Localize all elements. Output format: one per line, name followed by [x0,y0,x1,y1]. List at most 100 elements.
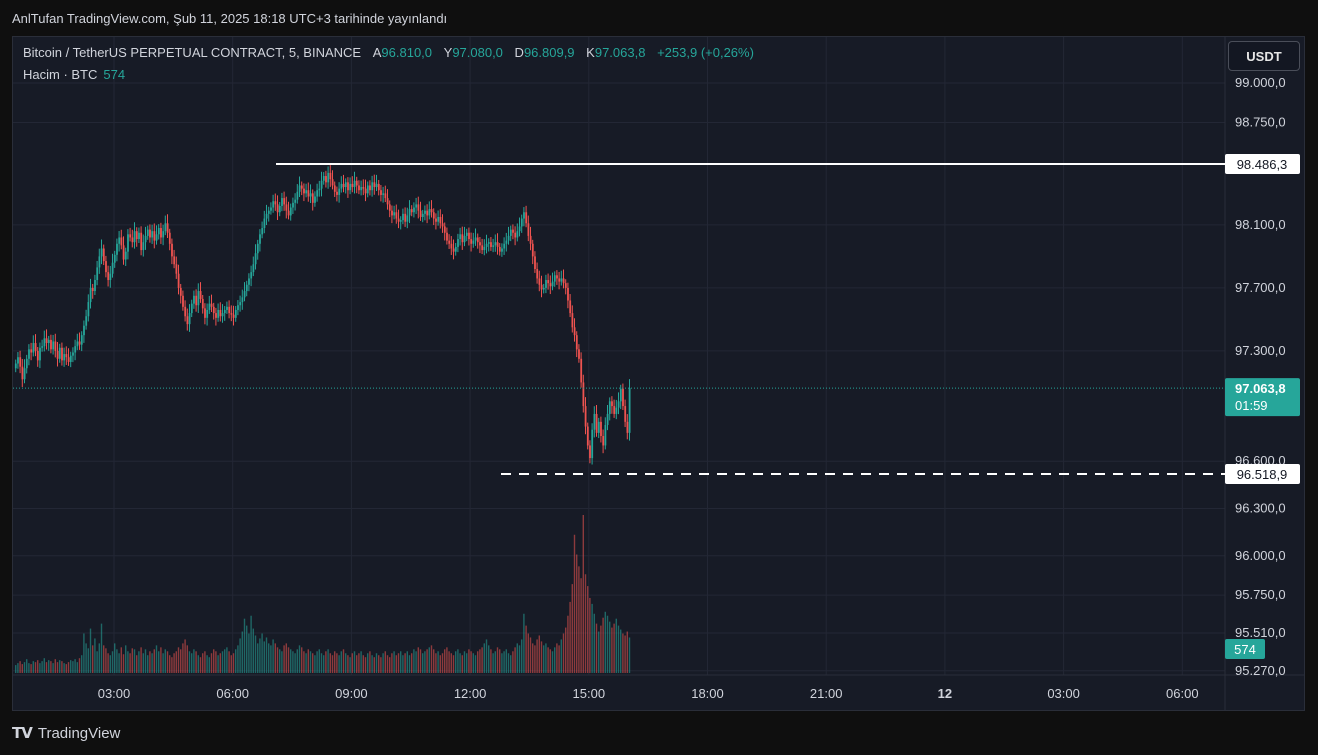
candle-body [424,210,426,214]
resistance-label-box [1225,154,1300,174]
candle-body [534,256,536,269]
candle-body [58,347,61,359]
candle-body [61,347,63,361]
volume-bar [587,586,589,673]
volume-bar [551,651,554,673]
candle-body [463,235,466,243]
volume-bar [560,639,562,673]
candle-body [573,327,576,336]
chart-panel[interactable]: 99.000,0 98.750,0 98.100,0 97.700,0 97.300,0… [12,36,1305,711]
candle-body [479,242,481,246]
candle-body [320,180,323,189]
candle-body [487,242,490,244]
volume-bar [463,651,466,673]
candle-body [124,251,127,260]
candle-body [417,204,420,211]
candle-body [483,246,486,251]
volume-bar [428,647,430,673]
candle-body [336,191,338,195]
volume-bar [578,566,580,673]
volume-bar [521,639,523,673]
volume-bar [50,661,52,673]
volume-bar [512,651,514,673]
candle-body [369,185,371,191]
candle-body [626,421,629,433]
volume-bar [558,645,560,673]
volume-bar [496,647,499,673]
candle-body [331,179,334,186]
candle-body [437,216,440,222]
volume-bar [17,663,19,673]
candle-body [184,306,187,317]
volume-bar [345,653,347,673]
volume-bar [138,651,140,673]
candle-body [485,243,488,247]
symbol-title[interactable]: Bitcoin / TetherUS PERPETUAL CONTRACT, 5… [23,45,362,60]
candle-body [564,283,567,288]
candle-body [575,335,578,350]
candle-body [536,268,539,279]
volume-bar [529,637,532,673]
candle-body [595,413,598,433]
candle-body [212,306,215,314]
volume-label[interactable]: Hacim · BTC [23,67,98,82]
current-volume-box [1225,639,1265,659]
volume-bar [380,657,382,673]
candle-body [426,210,429,216]
candle-body [248,278,250,285]
volume-bar [444,649,446,673]
volume-bar [39,663,41,673]
volume-bar [118,653,120,673]
candle-body [30,349,33,353]
candle-body [254,253,257,265]
volume-bar [367,653,369,673]
candle-body [243,291,246,298]
volume-bar [386,655,389,673]
candle-body [582,382,585,407]
candle-body [287,210,290,216]
resistance-label: 98.486,3 [1237,157,1288,172]
candle-body [142,242,145,251]
support-label-box [1225,464,1300,484]
candle-body [96,267,99,281]
candle-body [452,248,455,252]
candle-body [259,234,261,244]
volume-bar [567,615,569,673]
candle-body [237,305,239,310]
candle-body [219,309,222,317]
high-value: 97.080,0 [452,45,503,60]
candle-body [179,287,182,296]
volume-bar [202,653,204,673]
volume-bar [158,651,160,673]
volume-bar [37,660,39,673]
candle-body [67,357,70,362]
tradingview-logo-icon: 𝗧𝗩 [12,725,33,742]
volume-bar [595,623,598,673]
candle-body [318,188,321,191]
volume-bar [580,578,582,673]
candle-body [358,185,360,191]
volume-bar [127,651,129,673]
candle-body [509,229,512,236]
volume-bar [162,653,164,673]
candle-body [432,212,435,219]
volume-bar [59,660,61,673]
candle-body [393,212,396,216]
volume-bar [296,649,298,673]
volume-bar [441,653,444,673]
candle-body [377,183,380,191]
currency-button[interactable]: USDT [1228,41,1300,71]
volume-bar [569,601,571,673]
candle-body [450,243,453,249]
candlestick-chart[interactable]: 99.000,0 98.750,0 98.100,0 97.700,0 97.300,0… [13,37,1305,711]
candle-body [83,325,85,336]
volume-bar [536,639,538,673]
candle-body [498,246,501,252]
candle-body [17,357,19,364]
current-price-label: 97.063,8 [1235,381,1286,396]
footer-brand[interactable]: 𝗧𝗩 TradingView [12,724,120,743]
candle-body [505,240,508,244]
volume-bar [56,662,59,673]
candle-body [47,339,50,344]
volume-bar [224,649,226,673]
